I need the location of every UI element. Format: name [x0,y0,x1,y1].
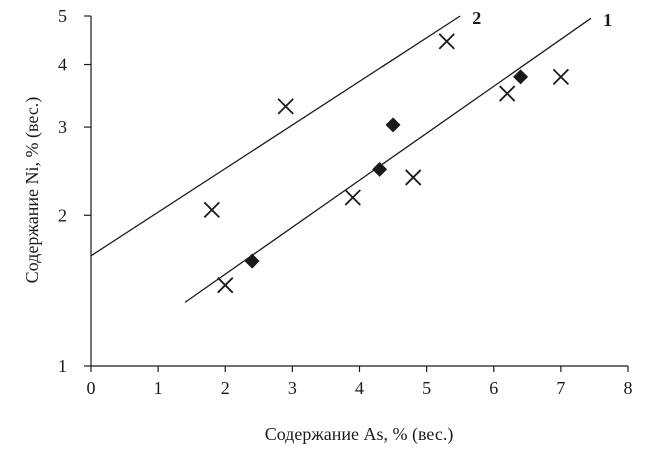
x-marker-point [344,189,361,206]
y-tick-label: 1 [58,356,67,376]
x-marker-point [217,277,234,294]
y-tick-label: 4 [58,55,67,75]
diamond-marker-point [513,69,529,85]
y-tick-label: 3 [58,117,67,137]
x-tick-label: 3 [288,378,297,398]
y-axis-title: Содержание Ni, % (вес.) [22,97,43,284]
x-tick-label: 2 [221,378,230,398]
diamond-marker-point [372,161,388,177]
diamond-marker-point [385,117,401,133]
y-tick-label: 5 [58,6,67,26]
y-tick-label: 2 [58,205,67,225]
x-marker-point [405,169,422,186]
x-tick-label: 7 [556,378,565,398]
fit-line-label-1: 1 [603,10,612,30]
data-points [203,33,570,294]
fit-line-label-2: 2 [472,8,481,28]
x-marker-point [203,201,220,219]
x-marker-point [552,68,570,85]
x-tick-label: 8 [624,378,633,398]
fit-line-2 [90,15,461,257]
fit-lines: 12 [90,8,612,303]
x-tick-label: 5 [422,378,431,398]
x-tick-label: 6 [489,378,498,398]
x-tick-label: 0 [87,378,96,398]
fit-line-1 [184,17,592,303]
x-tick-label: 4 [355,378,364,398]
x-marker-point [438,33,455,50]
x-marker-point [277,98,294,115]
x-marker-point [499,85,516,102]
x-axis-title: Содержание As, % (вес.) [265,424,454,445]
x-tick-label: 1 [154,378,163,398]
diamond-marker-point [244,253,260,269]
